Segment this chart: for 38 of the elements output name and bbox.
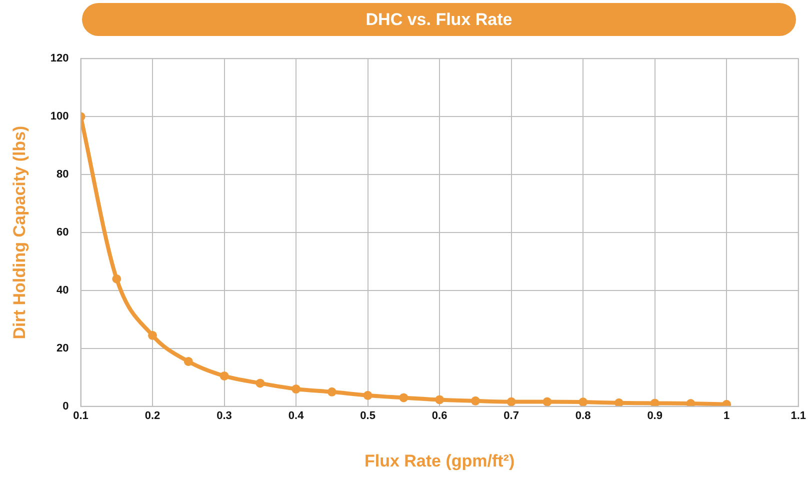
x-tick-label: 0.9 <box>647 410 662 422</box>
point <box>435 395 444 404</box>
chart-title: DHC vs. Flux Rate <box>82 3 796 36</box>
point <box>256 378 265 388</box>
point <box>542 397 552 406</box>
point <box>399 393 408 402</box>
x-tick-label: 1.1 <box>790 410 806 422</box>
x-tick-label: 0.4 <box>288 410 305 422</box>
point <box>327 387 336 396</box>
point <box>614 398 624 406</box>
x-tick-label: 0.5 <box>360 410 376 422</box>
x-tick-label: 0.2 <box>144 410 160 422</box>
y-tick-label: 20 <box>56 342 69 354</box>
y-axis-title: Dirt Holding Capacity (lbs) <box>10 126 29 340</box>
y-tick-label: 120 <box>50 52 69 65</box>
point <box>220 371 229 380</box>
x-tick-label: 0.8 <box>575 410 591 422</box>
point <box>650 398 660 406</box>
y-tick-label: 60 <box>56 226 69 239</box>
x-tick-label: 0.7 <box>504 410 519 422</box>
point <box>148 330 158 340</box>
x-tick-label: 1 <box>724 410 730 422</box>
point <box>686 399 696 406</box>
point <box>292 384 301 394</box>
point <box>506 397 516 406</box>
y-tick-label: 80 <box>56 168 69 181</box>
y-tick-label: 40 <box>56 284 69 296</box>
x-axis-title: Flux Rate (gpm/ft²) <box>364 451 515 470</box>
point <box>112 274 122 284</box>
x-tick-label: 0.1 <box>73 410 88 422</box>
point <box>470 396 480 406</box>
x-tick-label: 0.3 <box>216 410 232 422</box>
y-tick-label: 100 <box>50 110 69 123</box>
x-tick-label: 0.6 <box>432 410 448 422</box>
point <box>363 390 372 400</box>
point <box>578 398 588 406</box>
point <box>184 356 193 366</box>
y-tick-label: 0 <box>62 400 69 412</box>
